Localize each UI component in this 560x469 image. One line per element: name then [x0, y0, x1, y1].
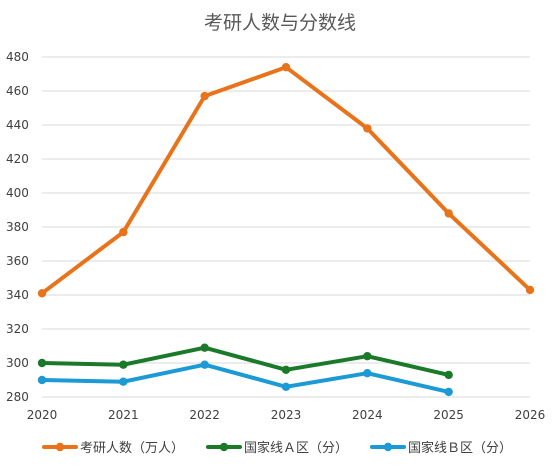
y-tick-label: 300	[6, 356, 29, 370]
data-point	[37, 289, 47, 298]
grid-layer	[42, 56, 530, 398]
y-tick-label: 400	[6, 186, 29, 200]
data-point	[363, 369, 372, 378]
x-tick-label: 2020	[27, 408, 58, 422]
x-tick-label: 2024	[352, 408, 383, 422]
data-point	[363, 124, 372, 133]
x-tick-label: 2022	[189, 408, 220, 422]
x-tick-label: 2025	[433, 408, 464, 422]
data-point	[444, 209, 453, 218]
legend-marker	[383, 442, 393, 452]
data-point	[200, 360, 209, 369]
y-tick-label: 480	[6, 50, 29, 64]
series-1	[37, 62, 535, 298]
y-axis-ticks: 280 300 320 340 360 380 400 420 440 460 480	[6, 50, 29, 404]
legend-marker	[55, 442, 65, 452]
series-layer	[37, 62, 535, 397]
x-tick-label: 2026	[515, 408, 546, 422]
data-point	[119, 360, 128, 369]
data-point	[281, 382, 291, 391]
x-axis-ticks: 2020 2021 2022 2023 2024 2025 2026	[27, 408, 546, 422]
data-point	[525, 285, 535, 295]
data-point	[200, 343, 209, 352]
series-line	[40, 345, 451, 377]
data-point	[444, 387, 453, 397]
data-point	[444, 370, 453, 380]
y-tick-label: 340	[6, 288, 29, 302]
data-point	[281, 62, 291, 72]
y-tick-label: 360	[6, 254, 29, 268]
y-tick-label: 460	[6, 84, 29, 98]
legend-label: 国家线Ａ区（分）	[244, 440, 348, 456]
series-line	[40, 65, 532, 296]
series-line	[40, 362, 451, 394]
series-3	[37, 360, 453, 397]
series-2	[37, 343, 453, 380]
data-point	[281, 365, 291, 374]
data-point	[363, 352, 372, 361]
y-tick-label: 420	[6, 152, 29, 166]
data-point	[37, 358, 47, 368]
y-tick-label: 280	[6, 390, 29, 404]
chart-title: 考研人数与分数线	[204, 12, 356, 34]
legend-label: 国家线Ｂ区（分）	[408, 440, 512, 456]
legend-item: 国家线Ａ区（分）	[206, 440, 348, 456]
data-point	[200, 91, 209, 101]
y-tick-label: 380	[6, 220, 29, 234]
legend: 考研人数（万人） 国家线Ａ区（分） 国家线Ｂ区（分）	[42, 440, 512, 456]
legend-item: 国家线Ｂ区（分）	[370, 440, 512, 456]
x-tick-label: 2023	[271, 408, 302, 422]
legend-marker	[219, 442, 229, 452]
legend-item: 考研人数（万人）	[42, 441, 184, 456]
data-point	[119, 227, 128, 237]
y-tick-label: 440	[6, 118, 29, 132]
legend-label: 考研人数（万人）	[80, 441, 184, 456]
data-point	[37, 375, 47, 385]
data-point	[119, 377, 128, 386]
y-tick-label: 320	[6, 322, 29, 336]
x-tick-label: 2021	[108, 408, 139, 422]
